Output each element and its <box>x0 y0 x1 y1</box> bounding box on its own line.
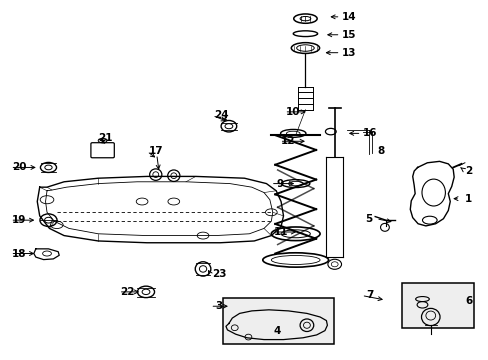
FancyBboxPatch shape <box>222 298 333 344</box>
Text: 21: 21 <box>98 133 113 143</box>
Text: 22: 22 <box>120 287 135 297</box>
FancyBboxPatch shape <box>401 283 473 328</box>
Text: 7: 7 <box>366 291 373 301</box>
Text: 5: 5 <box>365 215 372 224</box>
Text: 6: 6 <box>464 296 471 306</box>
Text: 11: 11 <box>273 227 288 237</box>
Text: 16: 16 <box>362 129 377 138</box>
Text: 12: 12 <box>281 136 295 146</box>
Text: 20: 20 <box>12 162 26 172</box>
Text: 9: 9 <box>276 179 283 189</box>
Text: 13: 13 <box>342 48 356 58</box>
Text: 17: 17 <box>148 146 163 156</box>
Text: 1: 1 <box>464 194 471 204</box>
Text: 18: 18 <box>12 248 26 258</box>
Text: 23: 23 <box>211 269 226 279</box>
Text: 24: 24 <box>213 111 228 121</box>
Text: 15: 15 <box>342 30 356 40</box>
Text: 2: 2 <box>464 166 471 176</box>
Text: 4: 4 <box>273 326 281 336</box>
Text: 19: 19 <box>12 215 26 225</box>
Text: 3: 3 <box>215 301 223 311</box>
Text: 10: 10 <box>285 107 300 117</box>
Text: 14: 14 <box>341 12 356 22</box>
Text: 8: 8 <box>377 145 384 156</box>
